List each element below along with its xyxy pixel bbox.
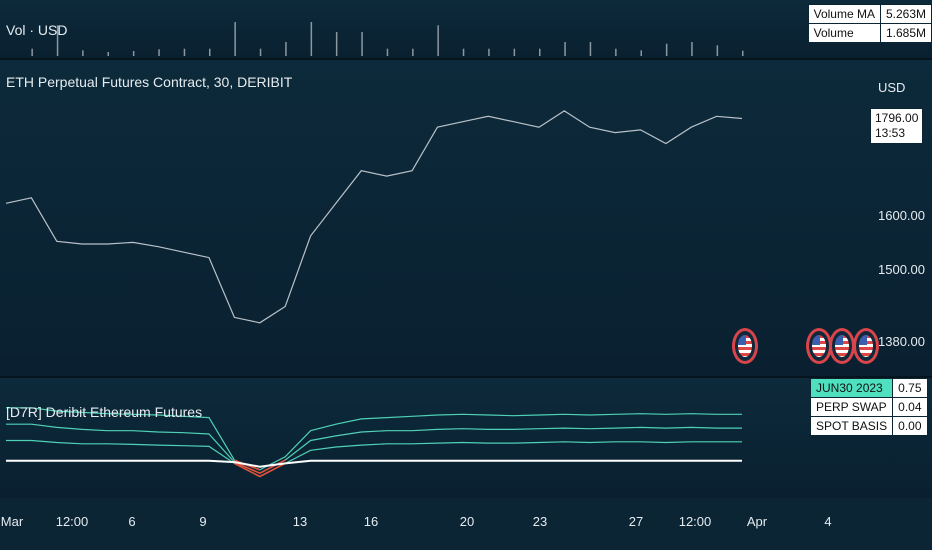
y-tick-1500: 1500.00 — [878, 262, 925, 277]
x-tick: 6 — [128, 514, 136, 529]
us-flag-icon[interactable] — [829, 328, 855, 364]
volume-bar — [234, 22, 236, 56]
indicator-line — [6, 423, 742, 474]
indicator-label-spot: SPOT BASIS — [809, 416, 894, 436]
indicator-row-jun30: JUN30 2023 0.75 — [809, 378, 928, 398]
indicator-pane-title: [D7R] Deribit Ethereum Futures — [6, 404, 203, 420]
volume-bar — [437, 25, 439, 56]
price-line — [5, 110, 743, 324]
volume-bar — [539, 48, 541, 56]
volume-bar — [132, 51, 135, 56]
volume-bar — [335, 32, 338, 56]
indicator-negative-segment — [259, 462, 286, 478]
x-tick: 13 — [292, 514, 308, 529]
indicator-line — [6, 407, 742, 471]
volume-bar — [488, 48, 490, 56]
x-tick: 9 — [199, 514, 207, 529]
volume-bar — [310, 22, 313, 56]
last-price-value: 1796.00 — [875, 111, 919, 125]
volume-bar — [640, 50, 642, 56]
x-tick: 12:00 — [678, 514, 712, 529]
us-flag-icon[interactable] — [732, 328, 758, 364]
indicator-row-spot: SPOT BASIS 0.00 — [809, 416, 928, 436]
indicator-table: JUN30 2023 0.75 PERP SWAP 0.04 SPOT BASI… — [809, 378, 928, 436]
volume-bar — [107, 52, 109, 56]
indicator-row-perp: PERP SWAP 0.04 — [809, 397, 928, 417]
indicator-value-perp: 0.04 — [892, 397, 928, 417]
bar-countdown: 13:53 — [875, 126, 906, 140]
volume-pane: Vol · USD Volume MA 5.263M Volume 1.685M — [0, 0, 932, 58]
volume-bar — [513, 48, 516, 56]
last-price-label: 1796.00 13:53 — [870, 108, 924, 144]
volume-ma-row: Volume MA 5.263M — [807, 4, 932, 24]
volume-bar — [691, 42, 693, 56]
indicator-negative-segment — [234, 461, 261, 474]
volume-ma-label: Volume MA — [807, 4, 881, 24]
volume-bar — [462, 48, 465, 56]
pane-divider[interactable] — [0, 58, 932, 60]
volume-bar — [361, 32, 363, 56]
volume-bar — [589, 42, 592, 56]
volume-bar — [665, 43, 668, 56]
indicator-chart — [6, 407, 742, 478]
volume-bar — [285, 42, 287, 56]
volume-pane-title: Vol · USD — [6, 22, 68, 38]
volume-bar — [158, 49, 160, 56]
y-tick-1600: 1600.00 — [878, 208, 925, 223]
volume-bar — [31, 48, 33, 56]
x-tick: Apr — [746, 514, 768, 529]
indicator-line — [6, 439, 742, 478]
volume-bar — [564, 42, 566, 56]
indicator-label-perp: PERP SWAP — [809, 397, 894, 417]
price-pane-title: ETH Perpetual Futures Contract, 30, DERI… — [6, 74, 293, 90]
indicator-pane: [D7R] Deribit Ethereum Futures JUN30 202… — [0, 378, 932, 498]
volume-bar — [615, 48, 617, 56]
x-tick: Mar — [0, 514, 24, 529]
volume-bar — [386, 48, 389, 56]
volume-ma-value: 5.263M — [879, 4, 932, 24]
volume-bar — [183, 48, 186, 56]
indicator-value-spot: 0.00 — [892, 416, 928, 436]
indicator-negative-segment — [259, 459, 286, 474]
volume-bar — [259, 48, 262, 56]
currency-label: USD — [878, 80, 906, 95]
volume-row: Volume 1.685M — [807, 23, 932, 43]
volume-bar — [82, 50, 84, 56]
volume-label: Volume — [807, 23, 881, 43]
price-pane: ETH Perpetual Futures Contract, 30, DERI… — [0, 60, 932, 376]
volume-bars — [31, 22, 744, 56]
volume-bar — [716, 45, 719, 56]
indicator-label-jun30: JUN30 2023 — [809, 378, 894, 398]
volume-legend: Volume MA 5.263M Volume 1.685M — [807, 4, 932, 43]
indicator-negative-segment — [234, 462, 261, 478]
y-tick-1380: 1380.00 — [878, 334, 925, 349]
time-axis[interactable] — [0, 500, 932, 550]
pane-divider[interactable] — [0, 376, 932, 378]
volume-bar — [56, 25, 59, 56]
x-tick: 12:00 — [55, 514, 89, 529]
volume-bar — [742, 50, 744, 56]
price-chart — [5, 110, 743, 324]
indicator-line — [6, 459, 742, 468]
indicator-value-jun30: 0.75 — [892, 378, 928, 398]
x-tick: 23 — [532, 514, 548, 529]
volume-value: 1.685M — [879, 23, 932, 43]
volume-bar — [209, 48, 211, 56]
x-tick: 16 — [363, 514, 379, 529]
us-flag-icon[interactable] — [853, 328, 879, 364]
x-tick: 20 — [459, 514, 475, 529]
volume-bar — [412, 48, 414, 56]
x-tick: 4 — [824, 514, 832, 529]
x-tick: 27 — [628, 514, 644, 529]
